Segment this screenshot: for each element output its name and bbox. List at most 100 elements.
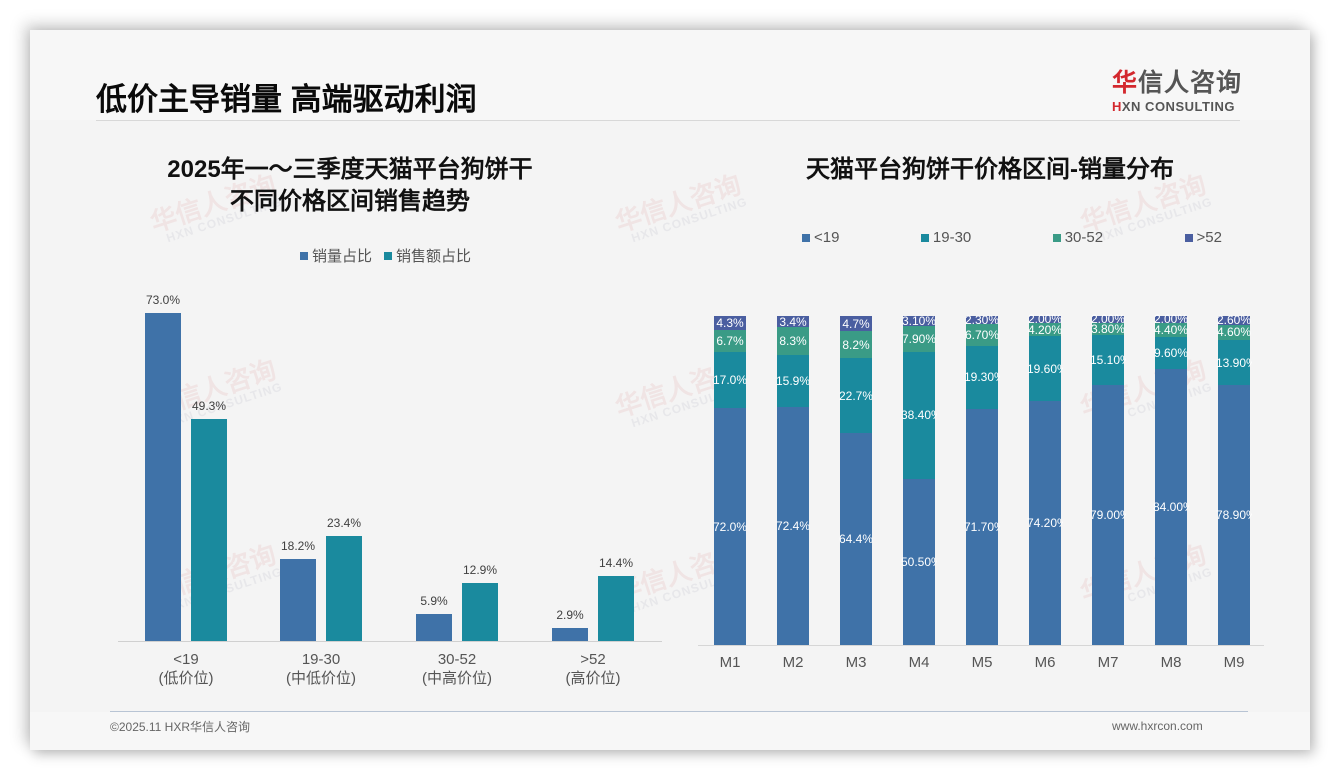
- segment-value-label: 2.60%: [1216, 313, 1252, 328]
- legend-label: 销量占比: [312, 248, 373, 265]
- category-tier: (中低价位): [286, 670, 356, 687]
- bar-revenue-share: [191, 419, 227, 641]
- header-band: [30, 30, 1310, 120]
- segment-value-label: 64.4%: [838, 532, 874, 547]
- category-range: 19-30: [301, 651, 341, 668]
- segment-value-label: 13.90%: [1216, 355, 1252, 370]
- seg-30-52: 4.40%: [1153, 322, 1189, 338]
- stacked-bar: 79.00% 15.10% 3.80%2.00%: [1090, 312, 1126, 645]
- seg-gt52: 3.4%: [777, 315, 809, 329]
- legend-swatch-volume: [300, 251, 308, 260]
- legend-label: <19: [814, 229, 840, 246]
- logo-cn-accent: 华: [1112, 69, 1139, 97]
- legend-item-revenue: 销售额占比: [384, 245, 471, 266]
- stacked-bar: 74.20% 19.60% 4.20%2.00%: [1027, 312, 1063, 645]
- seg-gt52: 2.00%: [1028, 312, 1062, 326]
- segment-value-label: 72.0%: [712, 519, 748, 534]
- seg-19-30: 38.40%: [901, 352, 937, 479]
- seg-19-30: 15.9%: [776, 354, 810, 407]
- segment-value-label: 22.7%: [838, 388, 874, 403]
- legend-label: 30-52: [1064, 229, 1104, 246]
- x-axis-month-label: M3: [845, 654, 867, 671]
- seg-lt19: 72.4%: [776, 406, 810, 645]
- category-tier: (低价位): [158, 670, 214, 687]
- seg-gt52: 4.3%: [714, 316, 746, 331]
- legend-label: 19-30: [932, 229, 972, 246]
- stacked-bar: 72.4% 15.9% 8.3% 3.4%: [776, 315, 810, 645]
- seg-lt19: 78.90%: [1216, 385, 1252, 645]
- x-axis-category-label: <19 (低价位): [126, 650, 246, 688]
- left-chart-title-line2: 不同价格区间销售趋势: [230, 188, 470, 215]
- segment-value-label: 15.10%: [1090, 352, 1126, 367]
- seg-30-52: 6.7%: [714, 330, 746, 353]
- bar-value-label: 73.0%: [145, 292, 181, 307]
- company-logo: 华信人咨询 HXN CONSULTING: [1112, 63, 1252, 114]
- segment-value-label: 50.50%: [901, 554, 937, 569]
- segment-value-label: 74.20%: [1027, 515, 1063, 530]
- bar-value-label: 18.2%: [280, 539, 316, 554]
- segment-value-label: 9.60%: [1153, 345, 1189, 360]
- bar-volume-share: [552, 627, 588, 641]
- seg-lt19: 71.70%: [964, 409, 1000, 645]
- segment-value-label: 19.60%: [1027, 361, 1063, 376]
- seg-30-52: 8.2%: [840, 331, 872, 359]
- x-axis-month-label: M5: [971, 654, 993, 671]
- segment-value-label: 7.90%: [901, 332, 937, 347]
- x-axis-category-label: 30-52 (中高价位): [397, 650, 517, 688]
- footer-band: [30, 712, 1310, 750]
- seg-gt52: 2.30%: [965, 313, 999, 327]
- segment-value-label: 4.3%: [716, 316, 744, 331]
- seg-gt52: 4.7%: [840, 316, 872, 332]
- seg-30-52: 4.20%: [1028, 323, 1062, 337]
- x-axis-category-label: >52 (高价位): [533, 650, 653, 688]
- x-axis-month-label: M4: [908, 654, 930, 671]
- segment-value-label: 19.30%: [964, 370, 1000, 385]
- seg-30-52: 6.70%: [965, 323, 999, 346]
- footer-divider: [110, 711, 1248, 712]
- legend-swatch: [1184, 233, 1193, 242]
- segment-value-label: 3.80%: [1090, 321, 1126, 336]
- stacked-bar: 84.00% 9.60% 4.40%2.00%: [1153, 312, 1189, 645]
- segment-value-label: 4.7%: [842, 316, 870, 331]
- seg-30-52: 7.90%: [901, 326, 937, 353]
- seg-30-52: 3.80%: [1090, 321, 1126, 336]
- legend-swatch: [920, 233, 929, 242]
- segment-value-label: 79.00%: [1090, 507, 1126, 522]
- segment-value-label: 17.0%: [712, 373, 748, 388]
- stacked-bar: 64.4% 22.7% 8.2% 4.7%: [838, 316, 874, 645]
- logo-en: HXN CONSULTING: [1112, 99, 1252, 114]
- segment-value-label: 71.70%: [964, 520, 1000, 535]
- seg-19-30: 19.30%: [964, 345, 1000, 410]
- stacked-bar: 72.0% 17.0% 6.7% 4.3%: [712, 316, 748, 645]
- segment-value-label: 2.00%: [1090, 312, 1126, 327]
- seg-lt19: 79.00%: [1090, 384, 1126, 645]
- bar-volume-share: [280, 559, 316, 641]
- category-tier: (高价位): [565, 670, 621, 687]
- left-chart-title-line1: 2025年一～三季度天猫平台狗饼干: [167, 156, 533, 183]
- seg-19-30: 15.10%: [1090, 335, 1126, 385]
- legend-item-gt52: >52: [1184, 229, 1222, 246]
- segment-value-label: 2.00%: [1027, 312, 1063, 327]
- logo-en-accent: H: [1112, 99, 1122, 114]
- x-axis-month-label: M6: [1034, 654, 1056, 671]
- seg-30-52: 4.60%: [1217, 324, 1251, 340]
- legend-label: >52: [1196, 229, 1222, 246]
- seg-lt19: 50.50%: [901, 478, 937, 645]
- seg-gt52: 3.10%: [902, 314, 936, 328]
- logo-cn: 华信人咨询: [1112, 63, 1252, 99]
- seg-gt52: 2.00%: [1154, 312, 1188, 326]
- x-axis-category-label: 19-30 (中低价位): [261, 650, 381, 688]
- bar-revenue-share: [326, 535, 362, 641]
- segment-value-label: 4.40%: [1153, 322, 1189, 337]
- bar-value-label: 14.4%: [598, 556, 634, 571]
- bar-revenue-share: [462, 582, 498, 641]
- legend-item-volume: 销量占比: [300, 245, 372, 266]
- slide: 低价主导销量 高端驱动利润 华信人咨询 HXN CONSULTING 华信人咨询…: [30, 30, 1310, 750]
- stacked-bar: 78.90% 13.90% 4.60%2.60%: [1216, 313, 1252, 645]
- stacked-bar: 50.50% 38.40% 7.90% 3.10%: [901, 314, 937, 645]
- segment-value-label: 6.7%: [716, 334, 744, 349]
- seg-gt52: 2.00%: [1091, 312, 1125, 326]
- seg-30-52: 8.3%: [777, 327, 809, 355]
- right-chart-legend: <19 19-30 30-52 >52: [802, 229, 1222, 246]
